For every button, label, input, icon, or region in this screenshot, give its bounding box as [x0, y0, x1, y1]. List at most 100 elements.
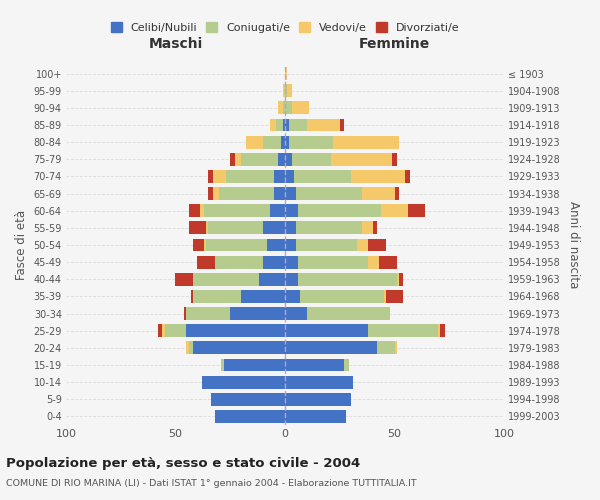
- Bar: [163, 324, 164, 337]
- Bar: [206, 222, 208, 234]
- Bar: [204, 204, 269, 217]
- Bar: [213, 170, 226, 183]
- Bar: [373, 222, 377, 234]
- Text: COMUNE DI RIO MARINA (LI) - Dati ISTAT 1° gennaio 2004 - Elaborazione TUTTITALIA: COMUNE DI RIO MARINA (LI) - Dati ISTAT 1…: [6, 479, 416, 488]
- Bar: [285, 256, 298, 268]
- Bar: [188, 222, 206, 234]
- Bar: [158, 324, 163, 337]
- Bar: [193, 273, 259, 285]
- Bar: [344, 358, 349, 372]
- Bar: [230, 307, 285, 320]
- Bar: [285, 136, 289, 148]
- Bar: [208, 170, 213, 183]
- Bar: [200, 204, 204, 217]
- Bar: [285, 153, 292, 166]
- Bar: [285, 102, 292, 114]
- Bar: [268, 238, 285, 252]
- Bar: [206, 238, 268, 252]
- Bar: [208, 187, 213, 200]
- Bar: [285, 118, 289, 132]
- Bar: [241, 153, 278, 166]
- Bar: [193, 290, 241, 303]
- Bar: [285, 393, 350, 406]
- Bar: [331, 153, 392, 166]
- Bar: [395, 342, 397, 354]
- Text: Femmine: Femmine: [359, 38, 430, 52]
- Bar: [382, 204, 407, 217]
- Bar: [294, 170, 350, 183]
- Bar: [296, 238, 357, 252]
- Bar: [230, 153, 235, 166]
- Bar: [285, 222, 296, 234]
- Bar: [350, 170, 406, 183]
- Bar: [368, 256, 379, 268]
- Bar: [392, 153, 397, 166]
- Bar: [187, 307, 230, 320]
- Bar: [204, 238, 206, 252]
- Bar: [368, 324, 438, 337]
- Bar: [241, 290, 285, 303]
- Bar: [296, 222, 362, 234]
- Bar: [263, 256, 285, 268]
- Bar: [188, 204, 200, 217]
- Bar: [213, 187, 220, 200]
- Bar: [298, 204, 382, 217]
- Bar: [220, 187, 274, 200]
- Bar: [287, 84, 292, 97]
- Bar: [285, 307, 307, 320]
- Bar: [245, 136, 263, 148]
- Bar: [340, 118, 344, 132]
- Bar: [285, 170, 294, 183]
- Bar: [395, 187, 399, 200]
- Bar: [274, 170, 285, 183]
- Bar: [175, 273, 193, 285]
- Bar: [399, 273, 403, 285]
- Bar: [278, 102, 283, 114]
- Bar: [368, 238, 386, 252]
- Bar: [285, 204, 298, 217]
- Bar: [263, 136, 281, 148]
- Bar: [235, 153, 241, 166]
- Bar: [283, 118, 285, 132]
- Bar: [188, 342, 193, 354]
- Bar: [307, 307, 390, 320]
- Bar: [197, 256, 215, 268]
- Text: Maschi: Maschi: [148, 38, 203, 52]
- Bar: [362, 187, 395, 200]
- Legend: Celibi/Nubili, Coniugati/e, Vedovi/e, Divorziati/e: Celibi/Nubili, Coniugati/e, Vedovi/e, Di…: [109, 20, 461, 35]
- Bar: [440, 324, 445, 337]
- Bar: [289, 118, 307, 132]
- Bar: [438, 324, 440, 337]
- Bar: [215, 256, 263, 268]
- Bar: [285, 273, 298, 285]
- Bar: [379, 256, 397, 268]
- Bar: [221, 358, 224, 372]
- Bar: [193, 238, 204, 252]
- Bar: [226, 170, 274, 183]
- Bar: [285, 358, 344, 372]
- Bar: [292, 153, 331, 166]
- Bar: [202, 376, 285, 388]
- Y-axis label: Anni di nascita: Anni di nascita: [568, 202, 580, 288]
- Bar: [211, 393, 285, 406]
- Bar: [296, 187, 362, 200]
- Bar: [283, 84, 285, 97]
- Bar: [215, 410, 285, 423]
- Bar: [278, 153, 285, 166]
- Bar: [285, 410, 346, 423]
- Y-axis label: Fasce di età: Fasce di età: [15, 210, 28, 280]
- Bar: [285, 187, 296, 200]
- Bar: [164, 324, 187, 337]
- Bar: [187, 342, 188, 354]
- Bar: [269, 204, 285, 217]
- Bar: [269, 118, 276, 132]
- Bar: [397, 273, 399, 285]
- Bar: [276, 118, 283, 132]
- Text: Popolazione per età, sesso e stato civile - 2004: Popolazione per età, sesso e stato civil…: [6, 458, 360, 470]
- Bar: [285, 67, 287, 80]
- Bar: [292, 102, 309, 114]
- Bar: [362, 222, 373, 234]
- Bar: [357, 238, 368, 252]
- Bar: [283, 102, 285, 114]
- Bar: [406, 170, 410, 183]
